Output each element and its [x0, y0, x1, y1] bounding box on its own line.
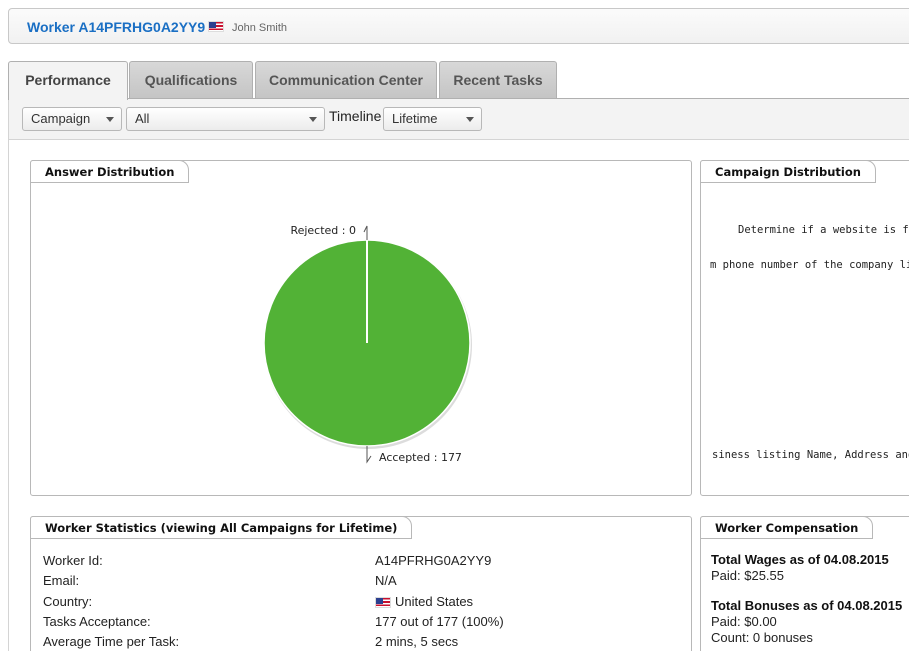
- pie-chart: [263, 239, 472, 449]
- email-value: N/A: [375, 573, 397, 588]
- timeline-select-value: Lifetime: [392, 111, 438, 126]
- rejected-data-label: Rejected : 0: [290, 224, 356, 237]
- tasks-acceptance-label: Tasks Acceptance:: [43, 614, 151, 629]
- tab-communication-center[interactable]: Communication Center: [255, 61, 437, 99]
- average-time-label: Average Time per Task:: [43, 634, 180, 649]
- country-label: Country:: [43, 594, 93, 609]
- rejected-leader-line: [363, 225, 368, 240]
- tab-qualifications[interactable]: Qualifications: [129, 61, 253, 99]
- worker-header: Worker A14PFRHG0A2YY9 John Smith: [8, 8, 909, 44]
- tab-recent-tasks[interactable]: Recent Tasks: [439, 61, 557, 99]
- worker-statistics-panel: Worker Statistics (viewing All Campaigns…: [30, 516, 692, 651]
- worker-id-label: Worker Id:: [43, 553, 103, 568]
- campaign-label: m phone number of the company list: [710, 259, 909, 271]
- accepted-data-label: Accepted : 177: [379, 451, 462, 464]
- campaign-label: siness listing Name, Address and Pho: [712, 449, 909, 461]
- answer-distribution-panel: Answer Distribution Rejected : 0 Accepte…: [30, 160, 692, 496]
- chevron-down-icon: [466, 117, 474, 122]
- accepted-leader-line: [366, 446, 372, 464]
- answer-distribution-title: Answer Distribution: [30, 160, 190, 183]
- performance-content: Answer Distribution Rejected : 0 Accepte…: [8, 140, 909, 651]
- campaign-select[interactable]: Campaign: [22, 107, 122, 131]
- total-wages-paid: Paid: $25.55: [711, 568, 785, 583]
- timeline-select[interactable]: Lifetime: [383, 107, 482, 131]
- worker-title-link[interactable]: Worker A14PFRHG0A2YY9: [27, 19, 206, 35]
- chevron-down-icon: [106, 117, 114, 122]
- us-flag-icon: [375, 597, 391, 608]
- worker-statistics-title: Worker Statistics (viewing All Campaigns…: [30, 516, 413, 539]
- email-label: Email:: [43, 573, 80, 588]
- scope-select[interactable]: All: [126, 107, 325, 131]
- timeline-label: Timeline: [329, 108, 382, 124]
- chevron-down-icon: [309, 117, 317, 122]
- campaign-label: Determine if a website is for a g: [738, 224, 909, 236]
- tasks-acceptance-value: 177 out of 177 (100%): [375, 614, 504, 629]
- total-bonuses-title: Total Bonuses as of 04.08.2015: [711, 598, 903, 613]
- filter-bar: Campaign All Timeline Lifetime: [8, 98, 909, 140]
- worker-compensation-title: Worker Compensation: [700, 516, 874, 539]
- campaign-distribution-panel: Campaign Distribution Determine if a web…: [700, 160, 909, 496]
- campaign-select-value: Campaign: [31, 111, 91, 126]
- worker-compensation-panel: Worker Compensation Total Wages as of 04…: [700, 516, 909, 651]
- total-bonuses-count: Count: 0 bonuses: [711, 630, 813, 645]
- country-value: United States: [395, 594, 474, 609]
- tab-performance[interactable]: Performance: [8, 61, 128, 100]
- campaign-distribution-title: Campaign Distribution: [700, 160, 876, 183]
- scope-select-value: All: [135, 111, 150, 126]
- worker-id-value: A14PFRHG0A2YY9: [375, 553, 492, 568]
- answer-distribution-chart: Rejected : 0 Accepted : 177: [263, 224, 472, 464]
- average-time-value: 2 mins, 5 secs: [375, 634, 459, 649]
- total-bonuses-paid: Paid: $0.00: [711, 614, 777, 629]
- us-flag-icon: [208, 21, 224, 32]
- total-wages-title: Total Wages as of 04.08.2015: [711, 552, 889, 567]
- worker-name: John Smith: [232, 22, 288, 34]
